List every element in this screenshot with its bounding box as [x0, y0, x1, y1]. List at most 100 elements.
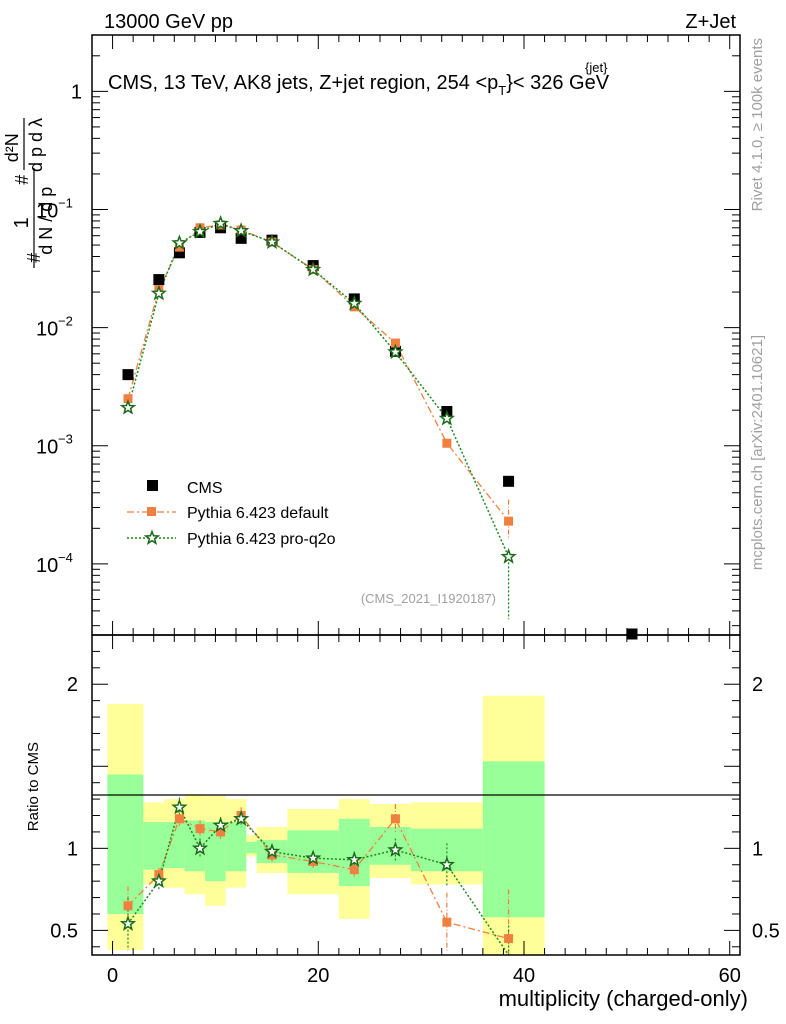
ratio-uncertainty-bands	[107, 695, 545, 955]
main-y-tick-label-exp: −3	[58, 432, 73, 447]
legend-label-proq2o: Pythia 6.423 pro-q2o	[187, 531, 336, 548]
ratio-band-green	[164, 822, 185, 869]
ratio-axis-ticks: 0.5 0.5 1 1 2 2	[50, 635, 780, 955]
ratio-proq2o-point	[232, 810, 250, 826]
series-default-point	[390, 338, 400, 348]
main-y-tick-label: 10	[36, 437, 58, 459]
main-y-tick-label-exp: −1	[58, 195, 73, 210]
x-tick-label: 0	[107, 965, 118, 987]
series-proq2o-point	[387, 343, 404, 360]
series-default-point	[442, 438, 452, 448]
ratio-proq2o-point	[191, 839, 209, 856]
ratio-proq2o-point	[171, 798, 188, 815]
main-y-tick-label: 10	[36, 555, 58, 577]
y-axis-label-main: # 1 d N / d p # d²N d p d λ	[2, 118, 56, 268]
plot-title-sup: {jet}	[585, 60, 608, 75]
legend-label-cms: CMS	[187, 480, 223, 497]
cms-data-point	[626, 628, 638, 640]
series-proq2o-point	[263, 233, 281, 250]
x-tick-label: 40	[513, 965, 535, 987]
ratio-y-tick-label-right: 2	[752, 674, 763, 696]
series-proq2o-point	[438, 409, 455, 426]
series-proq2o-point	[119, 399, 137, 415]
ratio-default-point	[390, 814, 400, 824]
main-panel: 110−110−210−310−4 CMS, 13 TeV, AK8 jets,…	[36, 34, 741, 640]
ratio-y-tick-label-right: 1	[752, 838, 763, 860]
ratio-proq2o-point	[119, 915, 137, 931]
cms-data-point	[153, 274, 165, 286]
series-default-point	[123, 394, 133, 404]
ratio-proq2o-point	[346, 851, 363, 867]
ratio-panel: 0.5 0.5 1 1 2 2	[50, 634, 780, 956]
ratio-default-line	[127, 814, 509, 940]
plot-title: CMS, 13 TeV, AK8 jets, Z+jet region, 254…	[108, 72, 610, 98]
main-y-tick-label: 1	[71, 81, 82, 103]
ratio-band-green	[482, 761, 545, 918]
ratio-proq2o-point	[304, 849, 322, 866]
ratio-y-tick-label: 2	[67, 674, 78, 696]
legend: CMS Pythia 6.423 default Pythia 6.423 pr…	[127, 480, 336, 548]
main-data-layer	[119, 214, 638, 640]
mcplots-credit-label: mcplots.cern.ch [arXiv:2401.10621]	[749, 335, 766, 570]
plot-title-tail: }< 326 GeV	[506, 72, 610, 94]
ratio-default-point	[174, 814, 184, 824]
ratio-default-point	[349, 865, 359, 875]
main-y-tick-label: 10	[36, 200, 58, 222]
ratio-proq2o-point	[438, 856, 455, 872]
legend-marker-default	[147, 507, 156, 516]
x-tick-labels: 0 20 40 60	[107, 965, 741, 987]
main-axis-ticks: 110−110−210−310−4	[36, 34, 740, 635]
x-tick-label: 60	[719, 965, 741, 987]
series-proq2o-point	[171, 234, 188, 251]
cms-data-point	[173, 247, 185, 259]
series-proq2o-point	[191, 222, 209, 239]
x-axis-label: multiplicity (charged-only)	[499, 986, 748, 1011]
ratio-data-layer	[119, 797, 514, 956]
legend-marker-proq2o	[143, 529, 161, 546]
cms-data-point	[503, 475, 515, 487]
series-proq2o-point	[304, 260, 322, 277]
plot-title-sub: T	[498, 83, 506, 98]
x-tick-label: 20	[307, 965, 329, 987]
ratio-default-point	[195, 824, 205, 834]
ratio-default-point	[504, 934, 514, 944]
ratio-y-tick-label-right: 0.5	[752, 920, 780, 942]
ratio-band-green	[107, 774, 144, 914]
ratio-y-tick-label: 1	[67, 838, 78, 860]
series-default-point	[504, 516, 514, 526]
y-axis-label-ratio: Ratio to CMS	[25, 742, 42, 831]
ratio-proq2o-point	[387, 841, 404, 857]
legend-marker-cms	[147, 480, 158, 491]
ratio-band-green	[369, 827, 411, 865]
ratio-band-green	[143, 822, 164, 870]
ratio-default-point	[442, 917, 452, 927]
process-label: Z+Jet	[685, 11, 736, 33]
ratio-default-point	[123, 901, 133, 911]
main-y-tick-label-exp: −4	[58, 550, 73, 565]
series-proq2o-line	[127, 222, 510, 558]
main-y-tick-label: 10	[36, 319, 58, 341]
main-y-tick-label-exp: −2	[58, 314, 73, 329]
cms-data-point	[235, 232, 247, 244]
series-proq2o-point	[346, 294, 363, 311]
analysis-tag: (CMS_2021_I1920187)	[361, 591, 496, 606]
cms-data-point	[122, 369, 134, 381]
ratio-default-point	[216, 827, 226, 837]
series-default-point	[174, 242, 184, 252]
ratio-band-green	[225, 822, 247, 872]
series-proq2o-point	[233, 222, 250, 238]
legend-label-default: Pythia 6.423 default	[187, 505, 329, 522]
ratio-proq2o-point	[263, 842, 281, 859]
ratio-y-tick-label: 0.5	[50, 920, 78, 942]
series-proq2o-point	[212, 214, 229, 231]
plot-title-main: CMS, 13 TeV, AK8 jets, Z+jet region, 254…	[108, 72, 498, 94]
ratio-band-green	[246, 841, 257, 854]
ratio-proq2o-point	[212, 816, 229, 833]
ratio-proq2o-point	[150, 872, 167, 889]
ratio-frame	[91, 634, 741, 956]
series-proq2o-point	[500, 548, 517, 564]
series-proq2o-point	[150, 284, 168, 301]
rivet-version-label: Rivet 4.1.0, ≥ 100k events	[749, 38, 766, 211]
collider-label: 13000 GeV pp	[104, 11, 233, 33]
